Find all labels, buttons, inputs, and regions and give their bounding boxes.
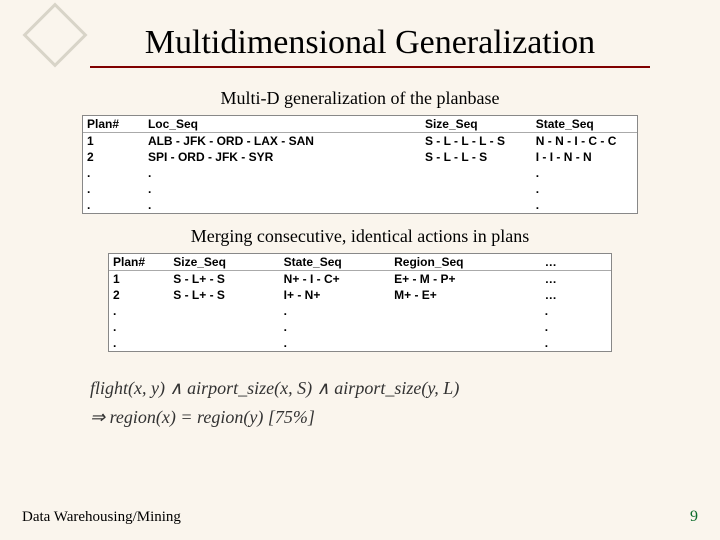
formula-line-1: flight(x, y) ∧ airport_size(x, S) ∧ airp…: [90, 374, 720, 403]
subtitle-1: Multi-D generalization of the planbase: [0, 88, 720, 109]
page-number: 9: [690, 508, 698, 526]
subtitle-2: Merging consecutive, identical actions i…: [0, 226, 720, 247]
table-row: . . .: [83, 181, 637, 197]
formula-line-2: ⇒ region(x) = region(y) [75%]: [90, 403, 720, 432]
col-state: State_Seq: [532, 116, 637, 133]
col-loc: Loc_Seq: [144, 116, 421, 133]
col-dots: …: [541, 254, 611, 271]
col-region: Region_Seq: [390, 254, 541, 271]
table-row: . . .: [109, 303, 611, 319]
table-row: 1 ALB - JFK - ORD - LAX - SAN S - L - L …: [83, 133, 637, 150]
table-row: 2 SPI - ORD - JFK - SYR S - L - L - S I …: [83, 149, 637, 165]
col-state: State_Seq: [280, 254, 390, 271]
table-planbase: Plan# Loc_Seq Size_Seq State_Seq 1 ALB -…: [82, 115, 638, 214]
table-row: . . .: [83, 165, 637, 181]
col-size: Size_Seq: [421, 116, 532, 133]
table-row: . . .: [83, 197, 637, 213]
table-row: 1 S - L+ - S N+ - I - C+ E+ - M - P+ …: [109, 271, 611, 288]
table-row: . . .: [109, 319, 611, 335]
slide-title: Multidimensional Generalization: [0, 0, 720, 68]
table-merged: Plan# Size_Seq State_Seq Region_Seq … 1 …: [108, 253, 612, 352]
table-row: 2 S - L+ - S I+ - N+ M+ - E+ …: [109, 287, 611, 303]
col-size: Size_Seq: [169, 254, 279, 271]
table-row: . . .: [109, 335, 611, 351]
col-plan: Plan#: [83, 116, 144, 133]
col-plan: Plan#: [109, 254, 169, 271]
footer-text: Data Warehousing/Mining: [22, 509, 181, 526]
formula-block: flight(x, y) ∧ airport_size(x, S) ∧ airp…: [90, 374, 720, 432]
